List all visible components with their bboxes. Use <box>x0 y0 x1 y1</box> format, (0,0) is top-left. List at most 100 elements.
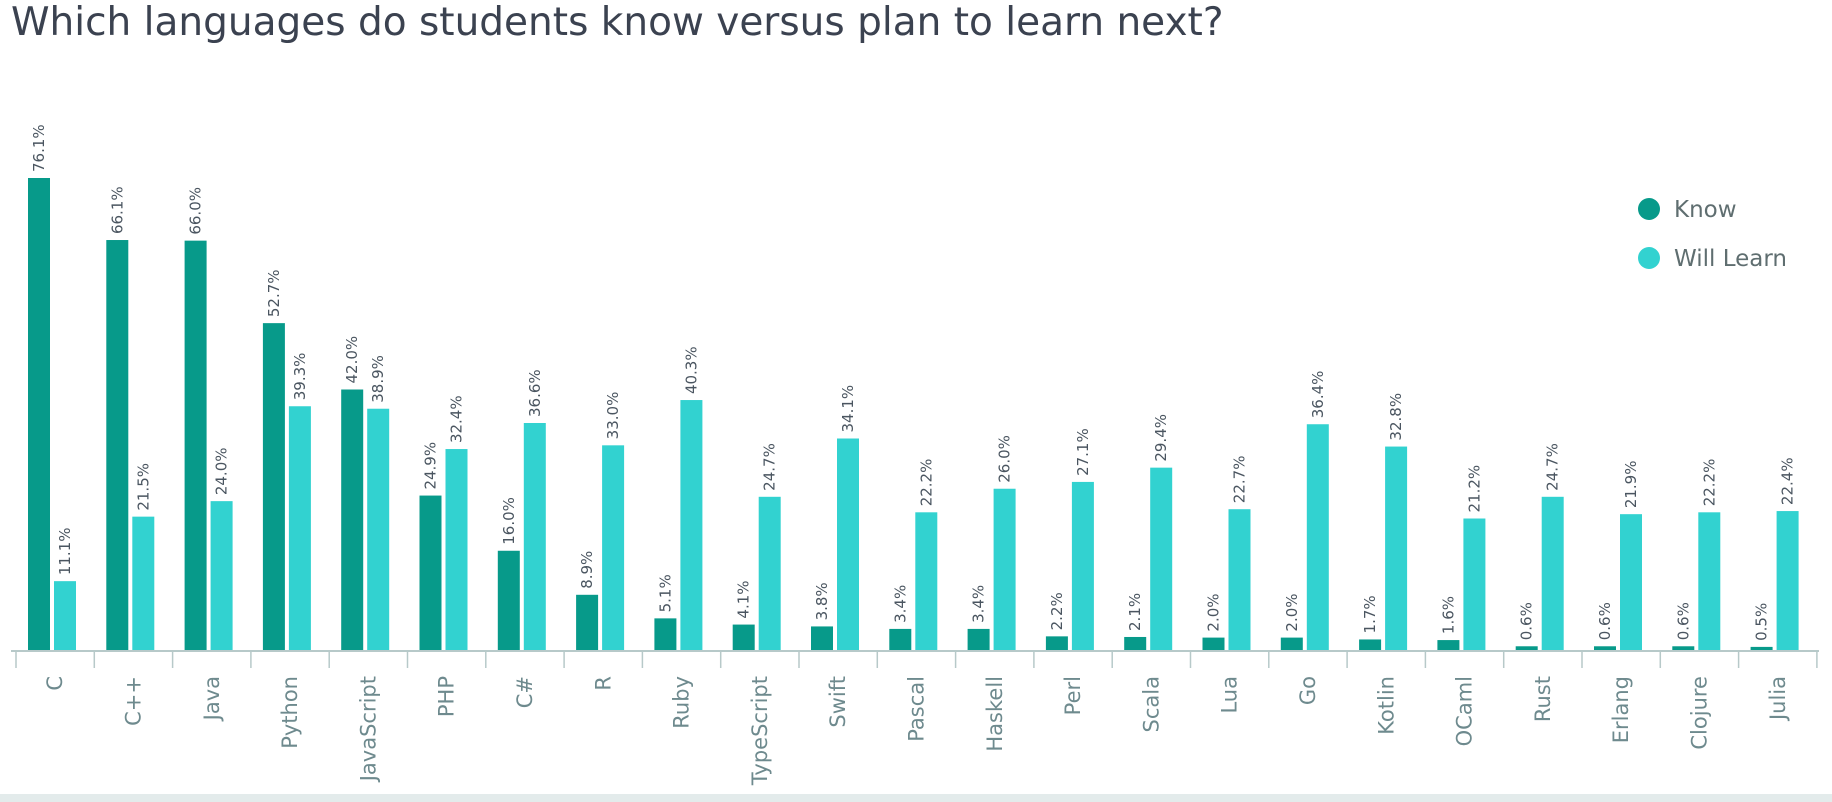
legend-marker-will-learn <box>1638 247 1660 269</box>
data-label-will-learn: 24.7% <box>1544 443 1562 491</box>
bar-know <box>732 624 755 650</box>
data-label-will-learn: 34.1% <box>839 385 857 433</box>
bar-will-learn <box>1071 481 1094 650</box>
data-label-will-learn: 33.0% <box>604 392 622 440</box>
bar-will-learn <box>54 581 76 650</box>
data-label-know: 0.6% <box>1674 602 1692 640</box>
bar-know <box>1202 637 1225 650</box>
bar-will-learn <box>132 516 155 650</box>
category-label: Kotlin <box>1374 676 1398 735</box>
bar-know <box>654 618 677 650</box>
category-label: Erlang <box>1609 676 1633 743</box>
legend-label-will-learn: Will Learn <box>1674 246 1787 272</box>
data-label-know: 3.4% <box>891 585 909 623</box>
category-label: PHP <box>435 676 459 717</box>
bar-will-learn <box>680 400 703 650</box>
bar-will-learn <box>1228 509 1251 650</box>
bar-know <box>1359 639 1382 650</box>
bar-will-learn <box>367 408 390 650</box>
category-label: Lua <box>1218 676 1242 714</box>
data-label-know: 52.7% <box>265 269 283 317</box>
data-label-will-learn: 22.2% <box>917 459 935 507</box>
bar-will-learn <box>1385 446 1408 650</box>
bar-know <box>184 240 207 650</box>
bar-know <box>1515 646 1538 650</box>
data-label-know: 2.2% <box>1048 592 1066 630</box>
category-label: C++ <box>121 676 145 726</box>
data-label-know: 42.0% <box>343 336 361 384</box>
bar-know <box>1280 637 1303 650</box>
data-label-know: 3.4% <box>970 585 988 623</box>
category-label: Java <box>200 676 224 722</box>
category-label: C <box>43 676 67 691</box>
bar-know <box>28 178 50 650</box>
bar-know <box>262 323 285 650</box>
bar-know <box>1672 646 1695 650</box>
data-label-know: 2.0% <box>1283 593 1301 631</box>
data-label-know: 0.6% <box>1596 602 1614 640</box>
category-label: R <box>591 676 615 691</box>
data-label-will-learn: 27.1% <box>1074 428 1092 476</box>
bar-will-learn <box>915 512 938 650</box>
category-label: OCaml <box>1453 676 1477 746</box>
legend-marker-know <box>1638 198 1660 220</box>
bar-will-learn <box>758 496 781 650</box>
data-label-know: 4.1% <box>735 580 753 618</box>
bar-know <box>341 389 364 650</box>
category-label: C# <box>513 676 537 708</box>
bar-will-learn <box>523 422 546 650</box>
legend-label-know: Know <box>1674 197 1737 223</box>
bar-know <box>811 626 833 650</box>
data-label-know: 0.6% <box>1518 602 1536 640</box>
data-label-know: 66.0% <box>187 187 205 235</box>
bar-know <box>419 495 442 650</box>
bar-know <box>1594 646 1616 650</box>
category-label: Perl <box>1061 676 1085 715</box>
bar-will-learn <box>1463 518 1486 650</box>
data-label-will-learn: 21.5% <box>134 463 152 511</box>
data-label-will-learn: 32.8% <box>1387 393 1405 441</box>
data-label-will-learn: 24.7% <box>761 443 779 491</box>
bar-will-learn <box>445 449 468 650</box>
category-label: TypeScript <box>748 676 772 786</box>
bar-know <box>967 628 990 650</box>
data-label-know: 2.1% <box>1126 593 1144 631</box>
data-label-will-learn: 21.2% <box>1465 465 1483 513</box>
data-label-will-learn: 38.9% <box>369 355 387 403</box>
data-label-will-learn: 11.1% <box>56 527 74 575</box>
bar-will-learn <box>837 438 859 650</box>
category-label: Scala <box>1139 676 1163 732</box>
data-label-will-learn: 22.7% <box>1231 456 1249 504</box>
bar-will-learn <box>288 406 311 650</box>
data-label-know: 66.1% <box>108 186 126 234</box>
bar-will-learn <box>1776 511 1799 650</box>
bar-know <box>576 594 599 650</box>
data-label-know: 1.6% <box>1439 596 1457 634</box>
bar-know <box>1124 636 1147 650</box>
data-label-will-learn: 39.3% <box>291 353 309 401</box>
bar-know <box>1750 646 1773 650</box>
data-label-will-learn: 26.0% <box>996 435 1014 483</box>
data-label-know: 5.1% <box>656 574 674 612</box>
footer-strip <box>0 794 1832 802</box>
category-label: JavaScript <box>356 676 380 783</box>
bar-will-learn <box>993 488 1016 650</box>
bar-will-learn <box>1150 467 1173 650</box>
bar-know <box>889 628 912 650</box>
chart-title: Which languages do students know versus … <box>11 0 1224 45</box>
bar-know <box>1437 640 1460 650</box>
data-label-know: 3.8% <box>813 582 831 620</box>
bar-will-learn <box>1306 424 1329 650</box>
bar-know <box>1045 636 1068 650</box>
category-label: Clojure <box>1687 676 1711 750</box>
category-label: Julia <box>1766 676 1790 722</box>
data-label-know: 16.0% <box>500 497 518 545</box>
bar-know <box>497 550 520 650</box>
category-label: Swift <box>826 676 850 728</box>
bar-will-learn <box>1541 496 1564 650</box>
legend: Know Will Learn <box>1638 197 1787 272</box>
data-label-know: 1.7% <box>1361 595 1379 633</box>
bar-will-learn <box>1698 512 1721 650</box>
